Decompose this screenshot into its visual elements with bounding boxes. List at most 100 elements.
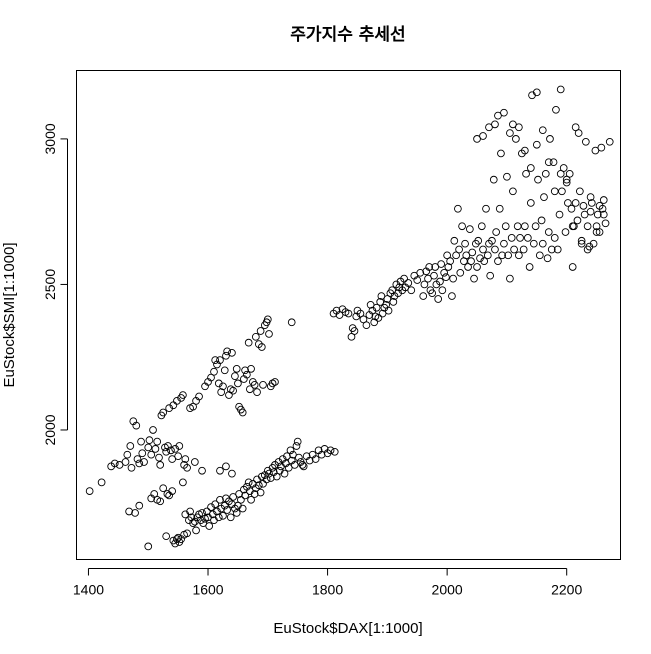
y-axis-label: EuStock$SMI[1:1000] bbox=[1, 242, 18, 387]
data-point bbox=[265, 469, 273, 478]
data-point bbox=[507, 234, 516, 242]
data-point bbox=[492, 228, 501, 236]
data-point bbox=[222, 351, 230, 360]
data-point bbox=[583, 245, 592, 254]
data-point bbox=[473, 135, 481, 143]
data-point bbox=[597, 143, 606, 152]
data-point bbox=[515, 251, 523, 260]
data-point bbox=[579, 202, 588, 210]
data-point bbox=[479, 132, 487, 140]
data-point bbox=[556, 169, 565, 178]
data-point bbox=[577, 239, 586, 248]
data-point bbox=[489, 175, 498, 184]
data-point bbox=[568, 263, 577, 271]
data-point bbox=[220, 366, 229, 375]
data-point bbox=[483, 251, 492, 260]
data-point bbox=[156, 497, 165, 506]
data-point bbox=[229, 386, 237, 395]
data-point bbox=[468, 248, 477, 257]
data-point bbox=[520, 146, 529, 155]
data-point bbox=[420, 280, 429, 289]
data-point bbox=[419, 292, 428, 300]
data-point bbox=[509, 187, 517, 196]
data-point bbox=[133, 455, 142, 463]
data-point bbox=[372, 303, 381, 312]
data-point bbox=[526, 164, 535, 172]
data-point bbox=[477, 222, 486, 231]
data-point bbox=[271, 378, 279, 386]
data-point bbox=[210, 367, 218, 376]
data-point bbox=[162, 447, 171, 456]
data-point bbox=[450, 236, 459, 245]
data-point bbox=[503, 172, 511, 181]
data-point bbox=[589, 239, 598, 248]
data-point bbox=[458, 222, 466, 231]
data-point bbox=[250, 490, 259, 498]
data-point bbox=[115, 461, 124, 469]
data-point bbox=[286, 446, 295, 455]
data-point bbox=[284, 463, 293, 472]
data-point bbox=[504, 251, 512, 260]
data-point bbox=[127, 463, 136, 472]
data-point bbox=[474, 236, 483, 245]
data-point bbox=[497, 149, 505, 158]
data-point bbox=[574, 129, 583, 137]
data-point bbox=[456, 268, 465, 277]
data-point bbox=[384, 306, 393, 315]
data-point bbox=[241, 366, 249, 375]
data-point bbox=[529, 239, 538, 248]
data-point bbox=[151, 445, 160, 453]
data-point bbox=[155, 453, 163, 462]
data-point bbox=[581, 137, 590, 146]
data-point bbox=[509, 120, 517, 129]
x-tick-label: 1400 bbox=[73, 582, 104, 598]
data-point bbox=[232, 509, 241, 517]
data-point bbox=[246, 385, 254, 394]
data-point bbox=[243, 370, 251, 379]
data-point bbox=[220, 501, 229, 510]
data-point bbox=[595, 228, 604, 236]
data-point bbox=[562, 178, 571, 187]
data-point bbox=[168, 487, 177, 495]
data-point bbox=[601, 219, 610, 228]
data-point bbox=[480, 257, 489, 266]
data-point bbox=[223, 347, 232, 356]
data-point bbox=[407, 286, 416, 295]
data-point bbox=[228, 348, 236, 357]
data-point bbox=[562, 175, 571, 184]
data-point bbox=[205, 522, 214, 530]
data-point bbox=[538, 126, 547, 135]
data-point bbox=[567, 204, 576, 213]
data-point bbox=[586, 207, 595, 216]
data-point bbox=[131, 509, 139, 517]
data-point bbox=[159, 484, 168, 493]
data-point bbox=[311, 455, 320, 463]
data-point bbox=[494, 257, 502, 266]
data-point bbox=[416, 268, 425, 277]
data-point bbox=[305, 456, 314, 465]
data-point bbox=[532, 140, 541, 149]
data-point bbox=[256, 327, 265, 335]
data-point bbox=[183, 463, 191, 472]
data-point bbox=[126, 442, 135, 450]
data-point bbox=[485, 123, 493, 132]
data-point bbox=[595, 202, 604, 210]
data-point bbox=[140, 458, 148, 466]
data-point bbox=[537, 216, 546, 225]
data-point bbox=[512, 135, 520, 143]
data-point bbox=[135, 459, 144, 468]
data-point bbox=[137, 437, 145, 446]
data-point bbox=[183, 529, 191, 538]
data-point bbox=[287, 318, 296, 327]
data-point bbox=[522, 169, 530, 178]
data-point bbox=[298, 461, 307, 469]
data-point bbox=[547, 245, 556, 254]
data-point bbox=[555, 210, 564, 219]
x-tick-label: 1800 bbox=[312, 582, 343, 598]
data-point bbox=[535, 251, 544, 260]
data-point bbox=[491, 120, 499, 129]
data-point bbox=[179, 478, 187, 487]
data-point bbox=[538, 239, 547, 248]
x-axis: 1400 1600 1800 2000 2200 bbox=[73, 568, 582, 598]
data-point bbox=[159, 408, 168, 417]
